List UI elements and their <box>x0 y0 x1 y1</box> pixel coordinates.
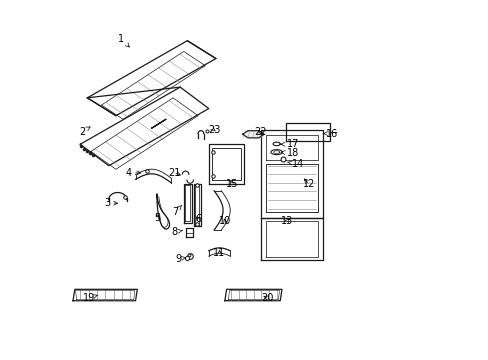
Text: 1: 1 <box>118 34 129 47</box>
Text: 17: 17 <box>281 139 298 149</box>
Text: 19: 19 <box>83 293 98 303</box>
Text: 12: 12 <box>302 179 314 189</box>
Text: 8: 8 <box>171 227 182 237</box>
Text: 20: 20 <box>261 293 273 303</box>
Text: 7: 7 <box>171 205 182 217</box>
Text: 14: 14 <box>287 159 304 169</box>
Text: 18: 18 <box>281 148 298 158</box>
Text: 13: 13 <box>281 216 293 226</box>
Text: 21: 21 <box>168 168 181 178</box>
Text: 6: 6 <box>195 214 201 224</box>
Text: 11: 11 <box>213 248 225 258</box>
Polygon shape <box>242 131 264 138</box>
Text: 2: 2 <box>79 127 90 137</box>
Text: 5: 5 <box>154 212 160 222</box>
Text: 22: 22 <box>254 127 266 137</box>
Text: 4: 4 <box>125 168 141 178</box>
Text: 9: 9 <box>175 253 185 264</box>
Text: 10: 10 <box>218 216 230 226</box>
Text: 23: 23 <box>207 125 220 135</box>
Text: 15: 15 <box>225 179 238 189</box>
Text: 16: 16 <box>323 129 338 139</box>
Text: 3: 3 <box>103 198 118 208</box>
